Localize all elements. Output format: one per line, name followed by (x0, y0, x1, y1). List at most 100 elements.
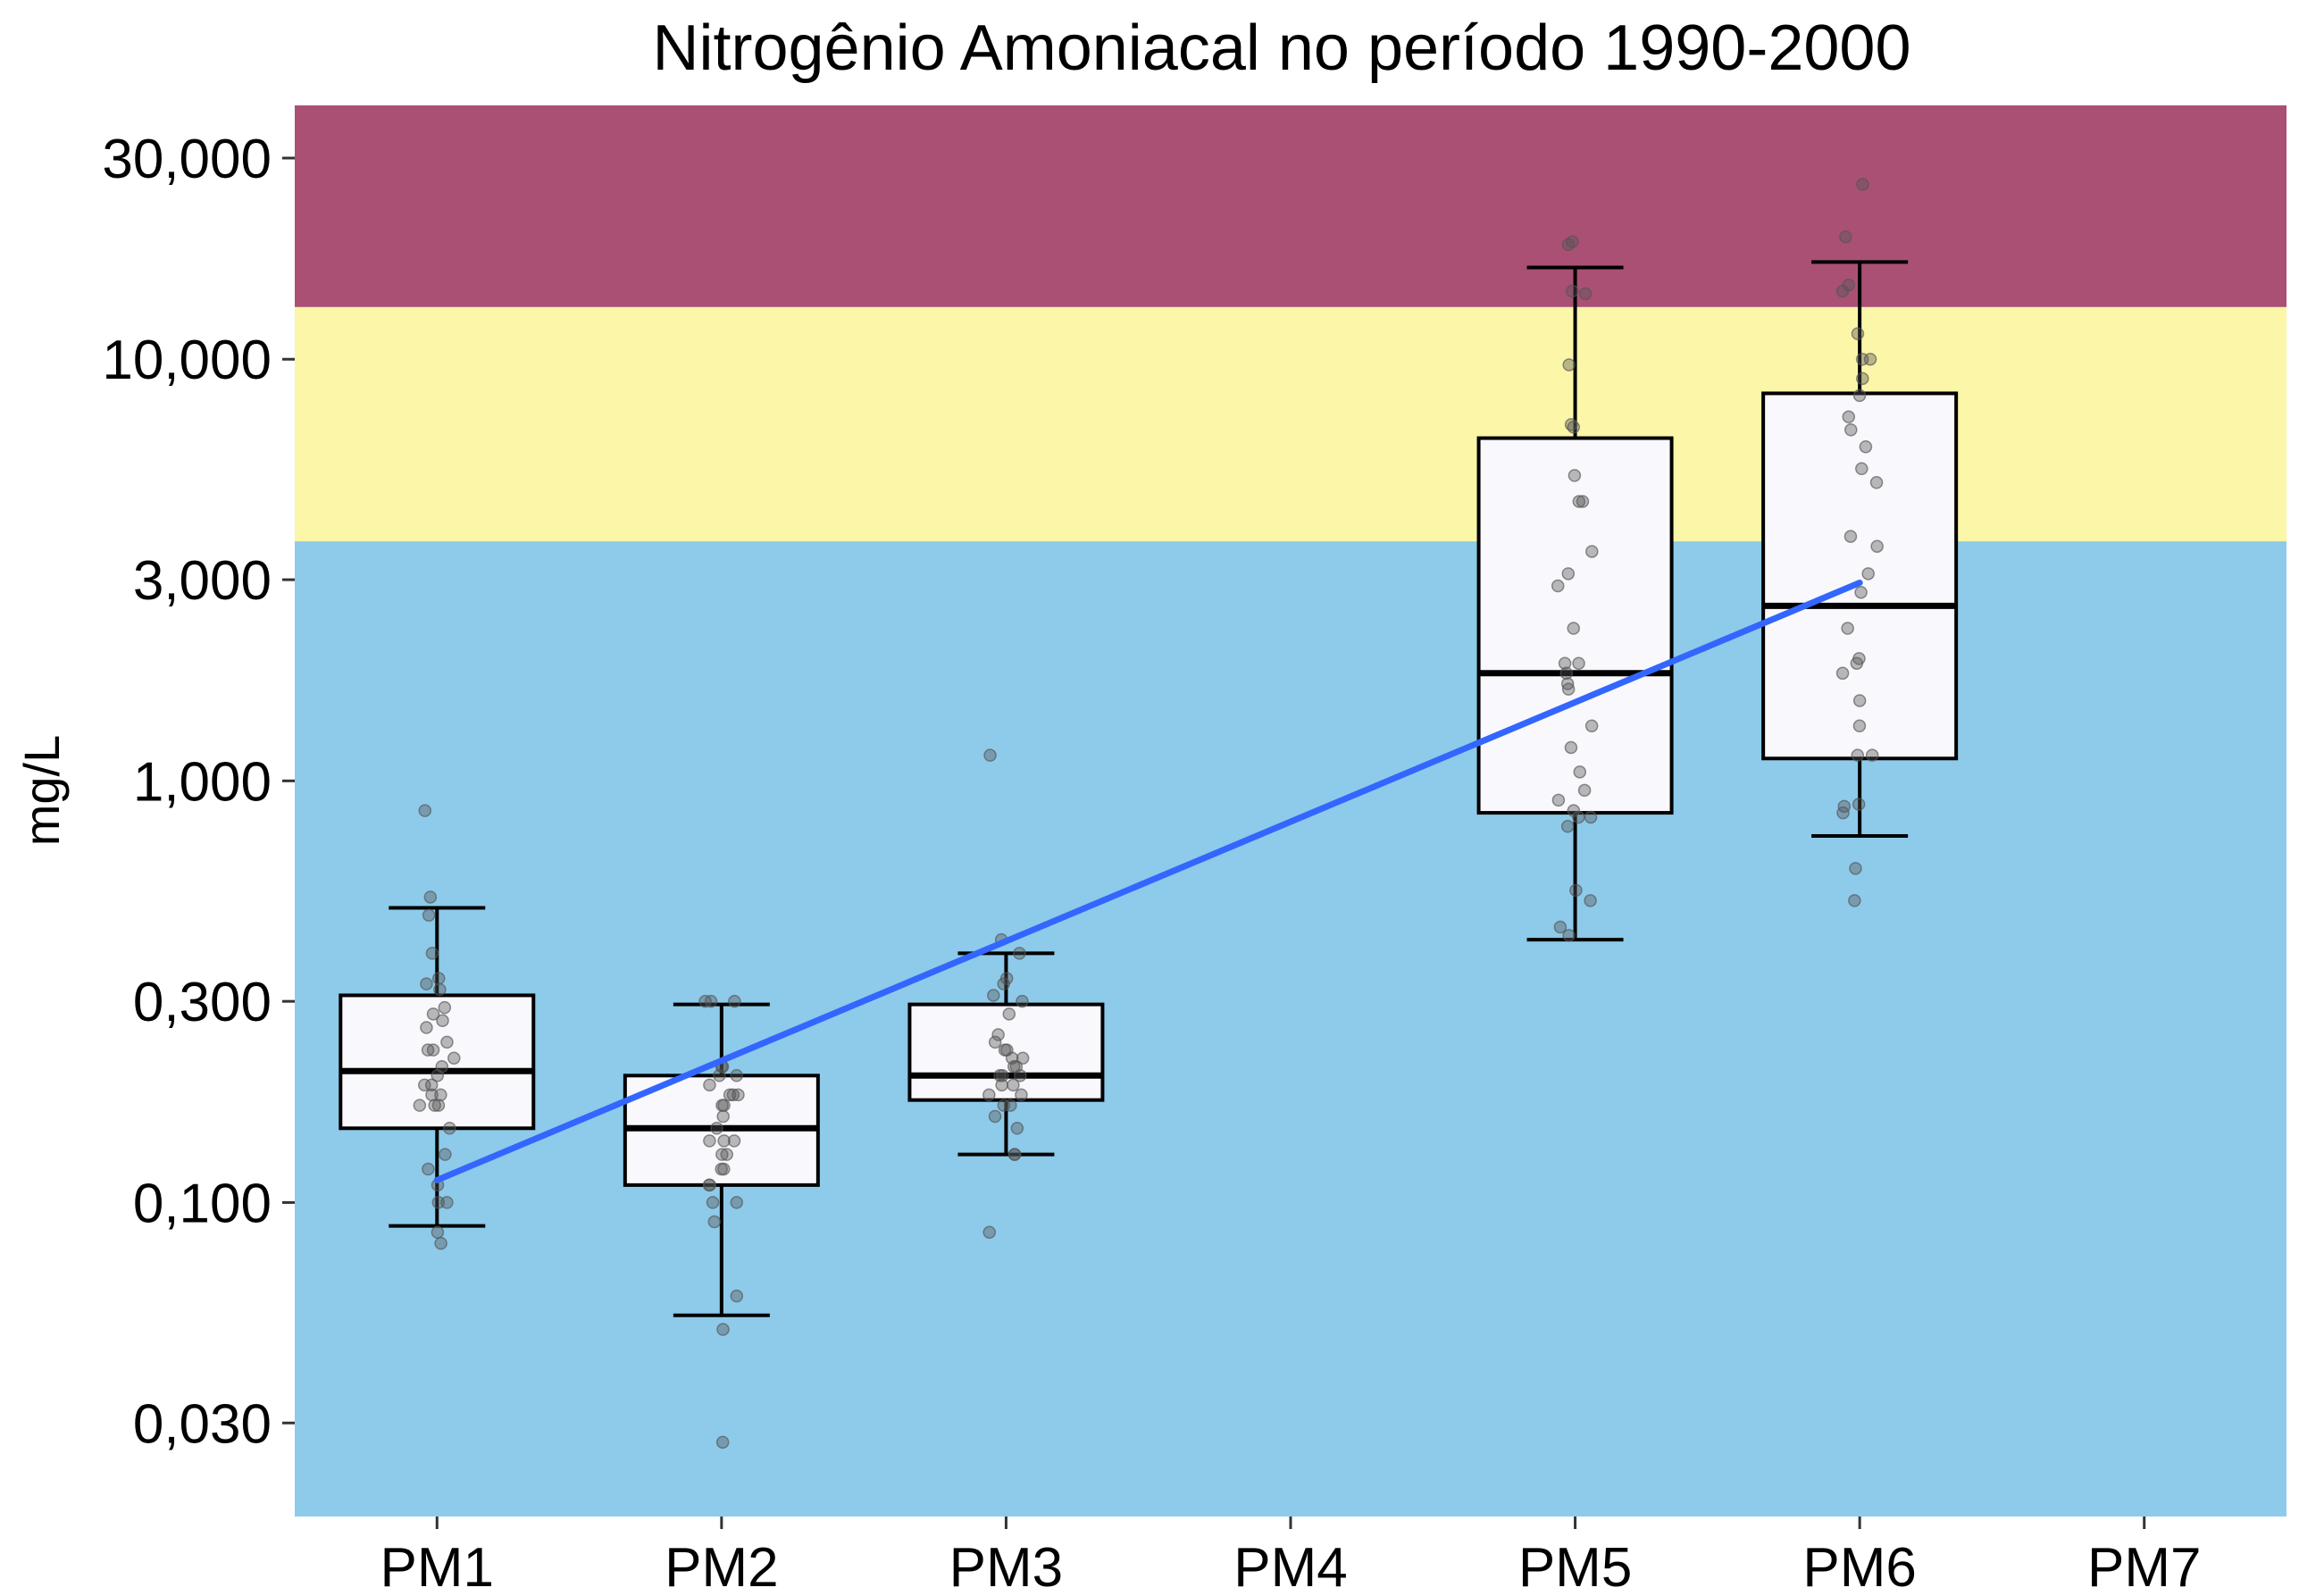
point-pm2 (703, 1078, 716, 1092)
point-pm2 (702, 1178, 716, 1192)
point-pm6 (1843, 530, 1858, 543)
point-pm1 (431, 1069, 445, 1082)
point-pm1 (426, 1007, 440, 1021)
point-pm5 (1561, 238, 1576, 252)
point-pm6 (1854, 585, 1868, 599)
x-tick-label: PM6 (1802, 1537, 1916, 1596)
point-pm6 (1842, 410, 1856, 424)
point-pm5 (1553, 920, 1568, 934)
point-pm6 (1841, 622, 1854, 635)
band-1 (295, 306, 2286, 542)
y-tick-label: 0,300 (133, 972, 272, 1033)
point-pm5 (1573, 765, 1587, 779)
point-pm6 (1851, 748, 1865, 762)
point-pm2 (706, 1196, 720, 1209)
point-pm6 (1859, 439, 1873, 454)
point-pm5 (1551, 793, 1566, 807)
point-pm6 (1869, 476, 1884, 489)
point-pm3 (995, 1078, 1008, 1092)
point-pm5 (1551, 579, 1565, 593)
point-pm1 (418, 804, 432, 817)
point-pm3 (1007, 1060, 1021, 1074)
point-pm2 (707, 1215, 722, 1229)
point-pm2 (715, 1148, 729, 1161)
box-pm6 (1761, 391, 1959, 761)
point-pm2 (730, 1289, 744, 1303)
point-pm2 (727, 1134, 741, 1148)
point-pm3 (997, 977, 1010, 990)
point-pm6 (1855, 462, 1868, 476)
point-pm2 (732, 1088, 745, 1102)
trend-line-segment (433, 580, 1863, 1183)
x-axis: PM1 PM2 PM3 PM4 PM5 PM6 PM7 (380, 1517, 2201, 1596)
point-pm3 (1002, 1007, 1016, 1021)
point-pm3 (1013, 947, 1026, 960)
point-pm5 (1572, 810, 1585, 824)
point-pm5 (1568, 469, 1582, 482)
point-pm1 (428, 1099, 441, 1112)
y-tick-label: 0,100 (133, 1173, 272, 1234)
box-pm5 (1476, 436, 1674, 815)
point-pm5 (1584, 719, 1599, 733)
point-pm5 (1564, 740, 1578, 755)
point-pm2 (717, 1134, 731, 1148)
x-tick-label: PM7 (2087, 1537, 2201, 1596)
point-pm6 (1848, 894, 1861, 907)
y-tick-label: 30,000 (102, 129, 272, 190)
point-pm1 (426, 1043, 440, 1057)
point-pm2 (716, 1109, 730, 1124)
band-0 (295, 541, 2286, 1517)
point-pm3 (997, 1099, 1011, 1112)
point-pm3 (1014, 1069, 1027, 1082)
point-pm1 (423, 890, 438, 904)
point-pm5 (1567, 804, 1581, 817)
point-pm3 (1004, 1099, 1017, 1112)
point-pm6 (1861, 567, 1875, 581)
point-pm1 (439, 1148, 452, 1161)
point-pm5 (1569, 883, 1583, 898)
point-pm6 (1852, 719, 1867, 733)
point-pm3 (982, 1088, 996, 1102)
point-pm1 (422, 908, 436, 923)
data-points (413, 178, 1884, 1450)
y-tick-label: 3,000 (133, 550, 272, 612)
point-pm2 (730, 1069, 743, 1082)
point-pm5 (1584, 894, 1597, 907)
point-pm5 (1559, 666, 1574, 681)
point-pm1 (434, 1236, 447, 1250)
point-pm6 (1835, 284, 1850, 298)
point-pm1 (438, 1000, 452, 1015)
point-pm2 (715, 1435, 730, 1450)
point-pm1 (447, 1051, 461, 1065)
point-pm2 (720, 1148, 733, 1161)
point-pm1 (424, 1078, 439, 1092)
point-pm3 (988, 1035, 1002, 1049)
point-pm6 (1849, 862, 1862, 875)
point-pm1 (420, 1021, 433, 1034)
point-pm5 (1566, 284, 1579, 298)
point-pm1 (431, 1099, 446, 1112)
point-pm2 (728, 994, 741, 1008)
point-pm1 (420, 977, 433, 990)
point-pm1 (418, 1078, 431, 1092)
point-pm2 (704, 994, 718, 1008)
point-pm5 (1572, 495, 1586, 508)
point-pm1 (431, 972, 446, 985)
point-pm5 (1561, 682, 1576, 696)
point-pm2 (715, 1162, 728, 1176)
y-axis: 0,030 0,100 0,300 1,000 3,000 10,000 30,000 (102, 129, 295, 1455)
point-pm3 (996, 1069, 1009, 1082)
point-pm6 (1855, 352, 1869, 366)
y-tick-label: 1,000 (133, 751, 272, 813)
point-pm3 (1010, 1122, 1024, 1135)
point-pm3 (1007, 1148, 1022, 1161)
point-pm6 (1856, 372, 1869, 386)
point-pm6 (1870, 539, 1884, 553)
point-pm1 (431, 1196, 446, 1209)
point-pm5 (1567, 622, 1580, 635)
point-pm2 (716, 1323, 730, 1336)
point-pm6 (1836, 806, 1850, 820)
point-pm1 (436, 1014, 449, 1028)
y-tick-label: 0,030 (133, 1393, 272, 1455)
